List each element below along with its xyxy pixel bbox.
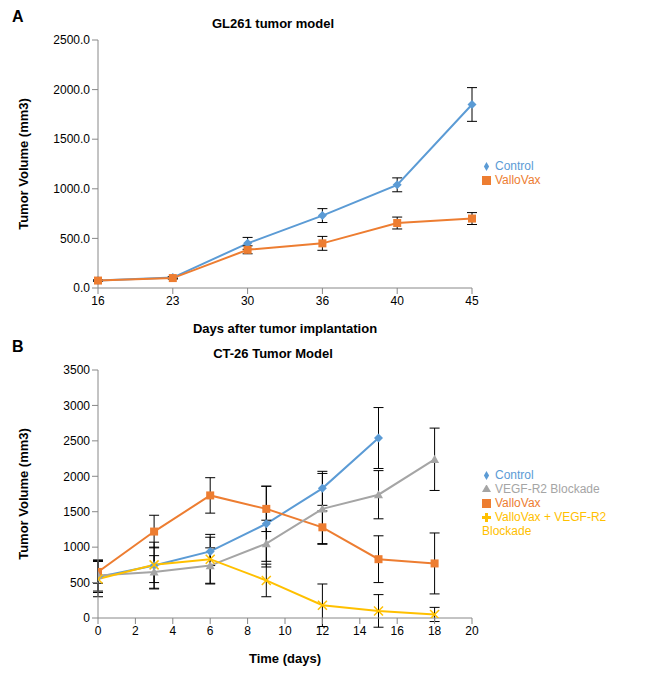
svg-text:1000: 1000 — [63, 540, 90, 554]
svg-text:14: 14 — [353, 624, 367, 638]
svg-text:16: 16 — [391, 624, 405, 638]
svg-text:0.0: 0.0 — [73, 281, 90, 295]
svg-text:45: 45 — [465, 294, 479, 308]
svg-text:20: 20 — [465, 624, 479, 638]
svg-text:3000: 3000 — [63, 399, 90, 413]
html-text:A: A — [12, 8, 24, 25]
svg-text:1500: 1500 — [63, 505, 90, 519]
svg-text:23: 23 — [166, 294, 180, 308]
svg-text:12: 12 — [316, 624, 330, 638]
html-text:ValloVax: ValloVax — [495, 173, 541, 187]
svg-text:1000.0: 1000.0 — [53, 182, 90, 196]
html-text:B: B — [12, 338, 24, 355]
html-text:GL261 tumor model: GL261 tumor model — [212, 16, 334, 31]
svg-text:2: 2 — [132, 624, 139, 638]
html-text:ValloVax + VEGF-R2 Blockade: ValloVax + VEGF-R2 Blockade — [482, 510, 607, 538]
html-text:ValloVax: ValloVax — [495, 496, 541, 510]
svg-text:0: 0 — [83, 611, 90, 625]
svg-text:Days after tumor implantation: Days after tumor implantation — [193, 321, 377, 336]
svg-text:8: 8 — [244, 624, 251, 638]
svg-text:2500.0: 2500.0 — [53, 33, 90, 47]
html-text:Control: Control — [495, 159, 534, 173]
svg-text:0: 0 — [95, 624, 102, 638]
svg-text:2000: 2000 — [63, 470, 90, 484]
svg-text:30: 30 — [241, 294, 255, 308]
html-text:VEGF-R2 Blockade: VEGF-R2 Blockade — [495, 482, 600, 496]
svg-text:6: 6 — [207, 624, 214, 638]
svg-text:1500.0: 1500.0 — [53, 132, 90, 146]
html-text:CT-26 Tumor Model: CT-26 Tumor Model — [213, 346, 333, 361]
svg-text:2000.0: 2000.0 — [53, 83, 90, 97]
svg-text:Tumor Volume (mm3): Tumor Volume (mm3) — [16, 98, 31, 230]
svg-text:3500: 3500 — [63, 363, 90, 377]
svg-text:Tumor Volume (mm3): Tumor Volume (mm3) — [16, 428, 31, 560]
svg-text:10: 10 — [278, 624, 292, 638]
svg-text:500: 500 — [70, 576, 90, 590]
svg-text:18: 18 — [428, 624, 442, 638]
svg-text:36: 36 — [316, 294, 330, 308]
svg-text:2500: 2500 — [63, 434, 90, 448]
svg-text:40: 40 — [391, 294, 405, 308]
svg-text:500.0: 500.0 — [60, 232, 90, 246]
svg-text:16: 16 — [91, 294, 105, 308]
html-text:Control: Control — [495, 468, 534, 482]
svg-text:Time (days): Time (days) — [249, 651, 321, 666]
svg-text:4: 4 — [169, 624, 176, 638]
